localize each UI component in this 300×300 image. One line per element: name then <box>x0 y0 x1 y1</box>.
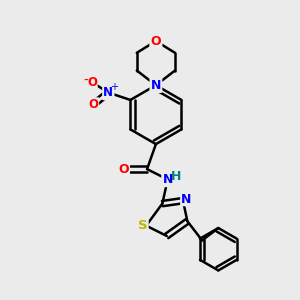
Text: S: S <box>138 219 148 232</box>
Text: +: + <box>110 82 118 92</box>
Text: N: N <box>163 173 173 186</box>
Text: O: O <box>88 98 99 111</box>
Text: N: N <box>103 86 113 99</box>
Text: -: - <box>83 74 88 88</box>
Text: N: N <box>181 193 191 206</box>
Text: O: O <box>119 163 129 176</box>
Text: O: O <box>87 76 97 89</box>
Text: O: O <box>151 34 161 48</box>
Text: H: H <box>171 170 181 183</box>
Text: N: N <box>151 79 161 92</box>
